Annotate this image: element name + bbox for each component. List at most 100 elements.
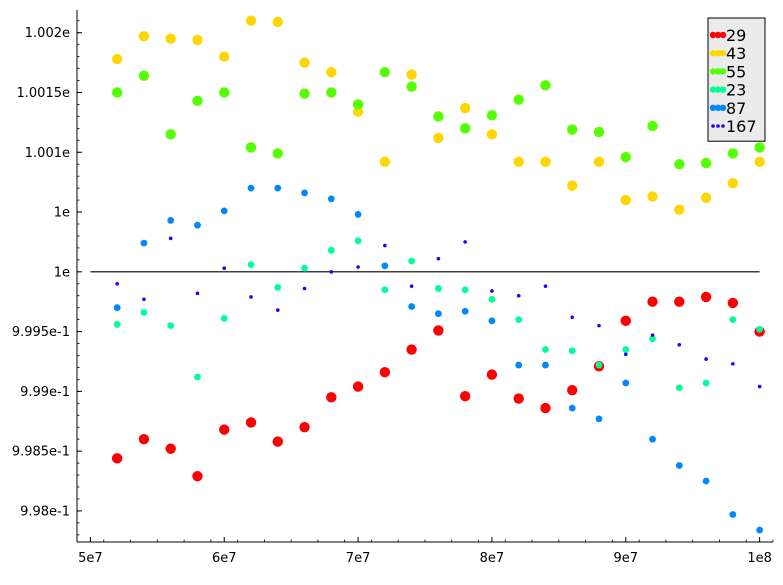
data-point bbox=[433, 132, 444, 144]
data-point bbox=[195, 291, 200, 296]
data-point bbox=[113, 304, 121, 312]
data-point bbox=[754, 142, 765, 153]
data-point bbox=[406, 344, 417, 355]
data-point bbox=[461, 307, 469, 315]
data-point bbox=[192, 95, 203, 107]
data-point bbox=[595, 361, 603, 369]
data-point bbox=[352, 99, 364, 110]
data-point bbox=[542, 361, 549, 369]
data-point bbox=[219, 424, 230, 435]
data-point bbox=[567, 384, 578, 396]
data-point bbox=[704, 357, 708, 361]
data-point bbox=[727, 178, 739, 189]
data-point bbox=[513, 94, 524, 105]
data-point bbox=[249, 295, 253, 299]
data-point bbox=[540, 80, 551, 91]
data-point bbox=[274, 283, 282, 291]
y-tick-label: 9.99e-1 bbox=[20, 385, 70, 400]
data-point bbox=[354, 237, 362, 245]
data-point bbox=[490, 289, 494, 293]
legend-marker bbox=[721, 124, 725, 128]
x-tick-label: 9e7 bbox=[613, 551, 638, 566]
legend-marker bbox=[719, 50, 727, 57]
data-point bbox=[677, 342, 682, 347]
data-point bbox=[168, 236, 173, 241]
data-point bbox=[595, 415, 603, 423]
data-point bbox=[272, 148, 283, 159]
data-point bbox=[757, 384, 762, 389]
data-point bbox=[647, 120, 658, 132]
data-point bbox=[702, 477, 710, 485]
legend-marker bbox=[709, 86, 717, 93]
data-point bbox=[649, 335, 656, 343]
data-point bbox=[700, 157, 712, 169]
data-point bbox=[647, 296, 658, 307]
data-point bbox=[247, 261, 255, 269]
y-tick-label: 1e bbox=[54, 265, 70, 280]
data-point bbox=[488, 317, 496, 325]
data-point bbox=[515, 361, 523, 369]
data-point bbox=[406, 81, 417, 92]
legend-marker bbox=[719, 86, 727, 93]
data-point bbox=[674, 159, 685, 170]
data-point bbox=[140, 239, 148, 247]
legend-marker bbox=[719, 68, 727, 75]
data-point bbox=[674, 204, 685, 215]
legend-label: 87 bbox=[726, 99, 746, 118]
data-point bbox=[352, 106, 364, 117]
data-point bbox=[675, 384, 683, 392]
data-point bbox=[167, 322, 175, 330]
legend-marker bbox=[716, 124, 720, 128]
legend-entry: 23 bbox=[709, 81, 746, 100]
data-point bbox=[111, 87, 123, 98]
series-43 bbox=[111, 15, 765, 215]
data-point bbox=[649, 435, 656, 443]
data-point bbox=[327, 246, 335, 254]
series-87 bbox=[113, 184, 764, 534]
data-point bbox=[111, 453, 123, 464]
data-point bbox=[326, 66, 337, 78]
data-point bbox=[138, 70, 150, 81]
data-point bbox=[192, 471, 203, 482]
data-point bbox=[379, 66, 391, 78]
data-point bbox=[192, 34, 203, 46]
data-point bbox=[299, 57, 310, 68]
data-point bbox=[597, 323, 601, 328]
data-point bbox=[756, 325, 764, 333]
y-tick-label: 9.985e-1 bbox=[12, 445, 70, 460]
data-point bbox=[326, 392, 337, 403]
legend-marker bbox=[709, 104, 717, 112]
data-point bbox=[729, 511, 737, 518]
axes: 5e7 6e7 7e7 8e7 9e7 1e8 9.98e-1 9.985e-1 9.99e-1… bbox=[12, 10, 774, 566]
data-point bbox=[486, 129, 498, 140]
data-point bbox=[381, 286, 389, 294]
data-point bbox=[463, 240, 467, 244]
data-point bbox=[567, 180, 578, 191]
data-point bbox=[299, 422, 310, 433]
legend-box bbox=[707, 17, 766, 142]
data-point bbox=[754, 156, 765, 168]
data-point bbox=[381, 262, 389, 270]
data-point bbox=[167, 217, 175, 224]
legend-label: 167 bbox=[726, 117, 757, 136]
data-point bbox=[408, 257, 416, 265]
data-point bbox=[700, 291, 712, 303]
data-point bbox=[115, 281, 119, 286]
legend-marker bbox=[719, 31, 727, 39]
x-tick-label: 5e7 bbox=[78, 551, 103, 566]
data-point bbox=[142, 297, 146, 302]
data-point bbox=[513, 393, 524, 404]
x-tick-label: 7e7 bbox=[346, 551, 371, 566]
y-tick-label: 1.002e bbox=[25, 26, 70, 41]
legend-entry: 29 bbox=[709, 26, 746, 45]
data-point bbox=[568, 404, 576, 412]
data-point bbox=[272, 436, 283, 447]
data-point bbox=[247, 184, 255, 192]
data-point bbox=[650, 333, 655, 337]
data-point bbox=[593, 156, 605, 168]
legend-marker bbox=[714, 86, 722, 93]
legend-entry: 43 bbox=[709, 44, 746, 63]
data-point bbox=[409, 284, 414, 288]
data-point bbox=[165, 33, 176, 44]
